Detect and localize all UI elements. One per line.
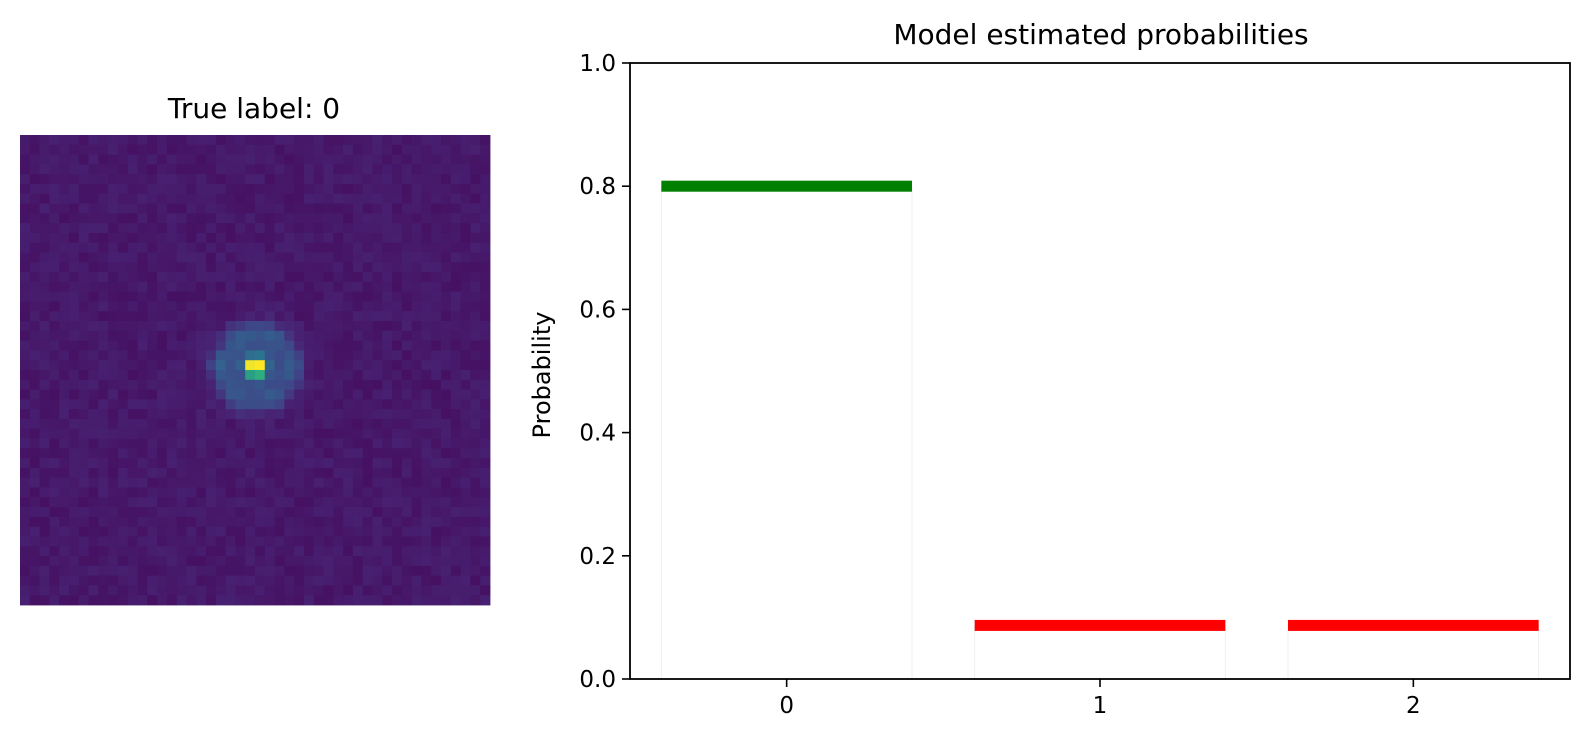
x-tick-label: 1 — [1093, 693, 1108, 719]
bar-cap-1 — [974, 619, 1226, 631]
heatmap-image — [20, 135, 491, 606]
y-ticks: 0.0 0.2 0.4 0.6 0.8 1.0 — [579, 51, 630, 693]
bar-body-2 — [1287, 625, 1540, 680]
chart-title: Model estimated probabilities — [893, 18, 1308, 51]
image-title: True label: 0 — [167, 92, 340, 125]
x-ticks: 0 1 2 — [779, 679, 1421, 719]
bars-group — [660, 180, 1540, 680]
y-axis-label: Probability — [528, 312, 556, 439]
x-tick-label: 0 — [779, 693, 794, 719]
image-panel: True label: 0 — [20, 92, 491, 606]
y-tick-label: 0.0 — [579, 667, 616, 693]
y-tick-label: 0.6 — [579, 297, 616, 323]
probability-chart: Model estimated probabilities Probabilit… — [528, 18, 1571, 719]
bar-body-0 — [660, 185, 913, 680]
bar-cap-0 — [661, 180, 912, 192]
y-tick-label: 0.4 — [579, 421, 616, 447]
plot-frame — [629, 62, 1571, 680]
y-tick-label: 1.0 — [579, 51, 616, 77]
y-tick-label: 0.2 — [579, 544, 616, 570]
bar-body-1 — [974, 625, 1226, 680]
bar-cap-2 — [1288, 619, 1539, 631]
x-tick-label: 2 — [1406, 693, 1421, 719]
y-tick-label: 0.8 — [579, 174, 616, 200]
